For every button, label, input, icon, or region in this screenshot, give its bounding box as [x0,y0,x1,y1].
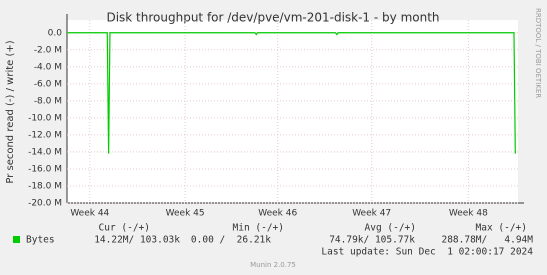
watermark: RRDTOOL / TOBI OETIKER [534,8,542,98]
x-tick-label: Week 47 [352,209,391,219]
y-tick-label: -10.0 M [28,113,62,123]
stat-header: Avg (-/+) [365,223,416,234]
stat-header: Cur (-/+) [99,223,150,234]
stat-header: Min (-/+) [233,223,284,234]
legend-swatch [13,236,20,243]
x-tick-label: Week 48 [449,209,488,219]
footer: Munin 2.0.75 [250,261,296,269]
stat-cell: 14.22M/ 103.03k [94,235,180,246]
stat-cell: 288.78M/ 4.94M [441,235,533,246]
data-line [67,32,516,154]
y-axis-label: Pr second read (-) / write (+) [5,40,16,183]
stat-header: Max (-/+) [476,223,527,234]
y-tick-label: -16.0 M [28,164,62,174]
x-tick-label: Week 44 [70,209,109,219]
last-update: Last update: Sun Dec 1 02:00:17 2024 [321,247,533,258]
stat-cell: 74.79k/ 105.77k [329,235,415,246]
plot-area [67,20,518,203]
y-tick-label: -4.0 M [34,62,62,72]
y-tick-label: -18.0 M [28,181,62,191]
chart-title: Disk throughput for /dev/pve/vm-201-disk… [106,11,439,25]
y-tick-label: -12.0 M [28,130,62,140]
y-tick-label: 0.0 [48,28,63,38]
x-tick-label: Week 45 [166,209,205,219]
x-tick-label: Week 46 [258,209,297,219]
y-tick-label: -8.0 M [34,96,62,106]
y-tick-label: -14.0 M [28,147,62,157]
stat-cell: 0.00 / 26.21k [191,235,271,246]
y-tick-label: -2.0 M [34,45,62,55]
y-tick-label: -6.0 M [34,79,62,89]
y-tick-label: -20.0 M [28,199,62,209]
legend-entry: Bytes [26,235,55,246]
